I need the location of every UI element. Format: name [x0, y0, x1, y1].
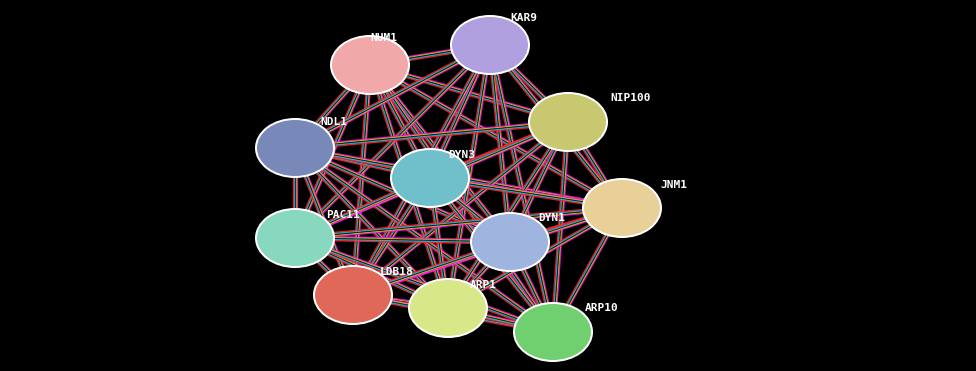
Ellipse shape: [332, 37, 408, 93]
Ellipse shape: [255, 118, 335, 178]
Ellipse shape: [472, 214, 548, 270]
Text: NDL1: NDL1: [320, 117, 347, 127]
Text: ARP10: ARP10: [585, 303, 619, 313]
Ellipse shape: [528, 92, 608, 152]
Ellipse shape: [515, 304, 591, 360]
Ellipse shape: [390, 148, 470, 208]
Text: JNM1: JNM1: [660, 180, 687, 190]
Ellipse shape: [450, 15, 530, 75]
Ellipse shape: [410, 280, 486, 336]
Ellipse shape: [392, 150, 468, 206]
Text: KAR9: KAR9: [510, 13, 537, 23]
Ellipse shape: [582, 178, 662, 238]
Ellipse shape: [313, 265, 393, 325]
Ellipse shape: [452, 17, 528, 73]
Ellipse shape: [330, 35, 410, 95]
Text: NIP100: NIP100: [610, 93, 650, 103]
Ellipse shape: [530, 94, 606, 150]
Ellipse shape: [315, 267, 391, 323]
Ellipse shape: [255, 208, 335, 268]
Ellipse shape: [470, 212, 550, 272]
Text: ARP1: ARP1: [470, 280, 497, 290]
Text: NUM1: NUM1: [370, 33, 397, 43]
Text: PAC11: PAC11: [326, 210, 360, 220]
Text: DYN1: DYN1: [538, 213, 565, 223]
Ellipse shape: [257, 210, 333, 266]
Ellipse shape: [513, 302, 593, 362]
Ellipse shape: [257, 120, 333, 176]
Text: LDB18: LDB18: [380, 267, 414, 277]
Ellipse shape: [584, 180, 660, 236]
Text: DYN3: DYN3: [448, 150, 475, 160]
Ellipse shape: [408, 278, 488, 338]
